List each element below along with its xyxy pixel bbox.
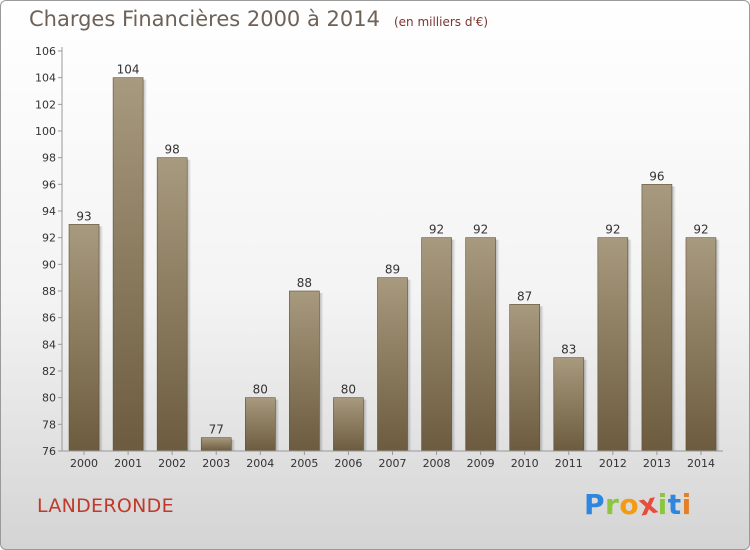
logo-letter: i: [657, 488, 668, 521]
commune-name: LANDERONDE: [37, 495, 174, 517]
bar: [112, 77, 144, 452]
bar-value-label: 87: [517, 289, 532, 303]
x-tick-label: 2014: [687, 457, 715, 470]
bar-shadow: [715, 239, 720, 451]
bar: [685, 237, 717, 452]
x-tick-label: 2004: [246, 457, 274, 470]
bar-value-label: 83: [561, 343, 576, 357]
x-tick-label: 2002: [158, 457, 186, 470]
bar-value-label: 92: [693, 223, 708, 237]
bar-shadow: [363, 399, 368, 451]
x-tick-label: 2012: [599, 457, 627, 470]
x-tick-label: 2007: [379, 457, 407, 470]
bar: [245, 397, 276, 452]
y-tick-label: 84: [42, 338, 56, 351]
y-tick-label: 96: [42, 178, 56, 191]
y-tick-label: 106: [35, 45, 56, 58]
x-tick-label: 2000: [70, 457, 98, 470]
bar-value-label: 93: [76, 209, 91, 223]
bar: [200, 437, 232, 452]
bar-shadow: [319, 293, 324, 451]
bar: [68, 224, 100, 452]
x-tick-label: 2003: [202, 457, 230, 470]
logo-letter: i: [681, 488, 692, 521]
bar-value-label: 92: [605, 223, 620, 237]
bar-shadow: [231, 439, 236, 451]
bar-shadow: [539, 306, 544, 451]
y-tick-label: 78: [42, 418, 56, 431]
bar: [465, 237, 496, 452]
chart-unit: (en milliers d'€): [393, 15, 489, 29]
y-tick-label: 100: [35, 125, 56, 138]
bar: [553, 357, 585, 452]
bar-value-label: 92: [429, 223, 444, 237]
x-tick-label: 2010: [511, 457, 539, 470]
bar: [289, 290, 320, 452]
bar: [377, 277, 408, 452]
y-tick-label: 80: [42, 392, 56, 405]
bar-shadow: [99, 226, 104, 451]
bar-shadow: [583, 359, 588, 451]
x-tick-label: 2001: [114, 457, 142, 470]
proxiti-logo: Proxiti: [584, 486, 692, 522]
bar-shadow: [275, 399, 280, 451]
bar-shadow: [671, 186, 676, 452]
y-tick-label: 82: [42, 365, 56, 378]
y-tick-label: 92: [42, 232, 56, 245]
y-tick-label: 102: [35, 98, 56, 111]
logo-letter: P: [584, 488, 606, 521]
logo-letter: r: [605, 488, 620, 521]
bar-value-label: 80: [253, 383, 268, 397]
x-axis: 2000 2001 2002 2003 2004 2005 2006 2007 2008 2009…: [62, 450, 723, 470]
bar-value-label: 92: [473, 223, 488, 237]
bar-shadow: [451, 239, 456, 451]
bar-value-label: 89: [385, 263, 400, 277]
y-tick-label: 86: [42, 312, 56, 325]
bar-shadow: [143, 79, 148, 452]
bar-shadow: [495, 239, 500, 451]
x-tick-label: 2011: [555, 457, 583, 470]
y-tick-label: 88: [42, 285, 56, 298]
chart-title: Charges Financières 2000 à 2014: [29, 7, 380, 31]
x-tick-label: 2008: [423, 457, 451, 470]
bar: [641, 184, 673, 452]
y-tick-label: 98: [42, 152, 56, 165]
x-tick-label: 2006: [334, 457, 362, 470]
bar-value-label: 104: [117, 63, 140, 77]
bar-value-label: 80: [341, 383, 356, 397]
x-tick-label: 2013: [643, 457, 671, 470]
bar: [597, 237, 629, 452]
y-tick-label: 104: [35, 72, 56, 85]
bar-shadow: [627, 239, 632, 451]
bar: [421, 237, 452, 452]
bar-value-label: 98: [165, 143, 180, 157]
bar: [333, 397, 364, 452]
bar-value-label: 88: [297, 276, 312, 290]
chart-title-block: Charges Financières 2000 à 2014 (en milli…: [29, 7, 488, 31]
logo-letter: t: [667, 488, 682, 521]
bar-shadow: [407, 279, 412, 451]
logo-letter: o: [619, 488, 640, 521]
y-axis: 76 78 80 82 84 86 88 90 92 94 96 98 100 102 104 106: [35, 45, 63, 458]
y-tick-label: 94: [42, 205, 56, 218]
bar-value-label: 77: [209, 423, 224, 437]
x-tick-label: 2009: [467, 457, 495, 470]
bar: [509, 304, 541, 452]
y-tick-label: 90: [42, 258, 56, 271]
bars-group: 93 104 98 77 80 88 80 89 92 92 87 83 92 96 92: [68, 63, 720, 452]
bar-shadow: [187, 159, 192, 451]
bar-value-label: 96: [649, 169, 664, 183]
y-tick-label: 76: [42, 445, 56, 458]
x-tick-label: 2005: [290, 457, 318, 470]
bar: [156, 157, 188, 452]
